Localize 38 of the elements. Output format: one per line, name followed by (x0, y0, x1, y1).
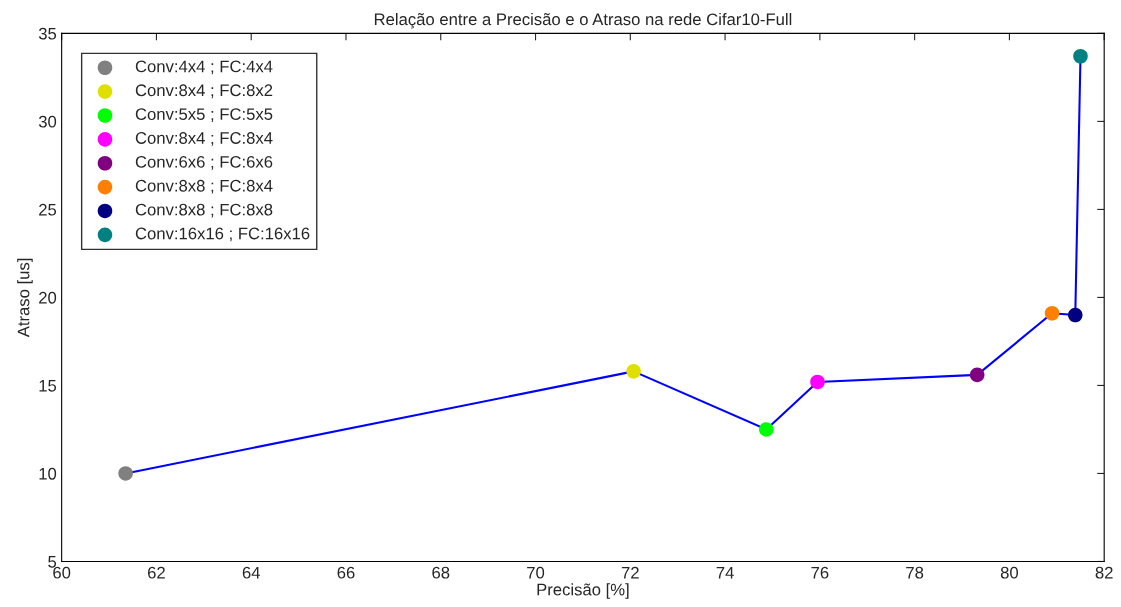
x-tick-label: 64 (242, 566, 260, 579)
point (1068, 307, 1083, 323)
legend-label: Conv:6x6 ; FC:6x6 (135, 155, 273, 170)
y-tick-label: 20 (39, 291, 57, 304)
y-tick-label: 15 (39, 380, 57, 392)
x-tick-label: 68 (432, 566, 450, 579)
point (1073, 48, 1088, 64)
x-tick-label: 70 (527, 566, 545, 579)
x-tick-label: 74 (716, 566, 734, 579)
chart-title: Relação entre a Precisão e o Atraso na rede Cifar10-Full (374, 12, 792, 29)
x-tick-label: 82 (1095, 566, 1113, 579)
x-tick-label: 78 (906, 566, 924, 579)
y-axis-title: Atraso [us] (17, 258, 33, 338)
y-tick-label: 25 (39, 203, 57, 216)
point (759, 422, 774, 437)
legend-label: Conv:8x4 ; FC:8x4 (135, 132, 273, 146)
legend-label: Conv:8x8 ; FC:8x4 (135, 179, 273, 194)
point (118, 466, 133, 481)
point (626, 364, 641, 379)
x-tick-label: 66 (337, 566, 355, 579)
x-tick-label: 60 (53, 566, 71, 579)
legend-label: Conv:4x4 ; FC:4x4 (135, 60, 273, 75)
legend-label: Conv:8x8 ; FC:8x8 (135, 203, 273, 218)
legend-label: Conv:5x5 ; FC:5x5 (135, 108, 273, 122)
y-tick-label: 35 (38, 27, 57, 40)
y-tick-label: 5 (48, 556, 57, 568)
y-tick-label: 30 (38, 115, 57, 128)
legend-label: Conv:16x16 ; FC:16x16 (135, 227, 310, 242)
y-tick-label: 10 (39, 467, 57, 480)
legend-label: Conv:8x4 ; FC:8x2 (135, 84, 273, 99)
x-tick-label: 62 (148, 566, 165, 579)
point (1044, 305, 1060, 321)
point (810, 374, 825, 390)
point (969, 367, 985, 383)
x-tick-label: 76 (811, 566, 829, 579)
x-axis-title: Precisão [%] (537, 583, 629, 599)
x-tick-label: 80 (1000, 566, 1019, 579)
x-tick-label: 72 (621, 566, 639, 579)
